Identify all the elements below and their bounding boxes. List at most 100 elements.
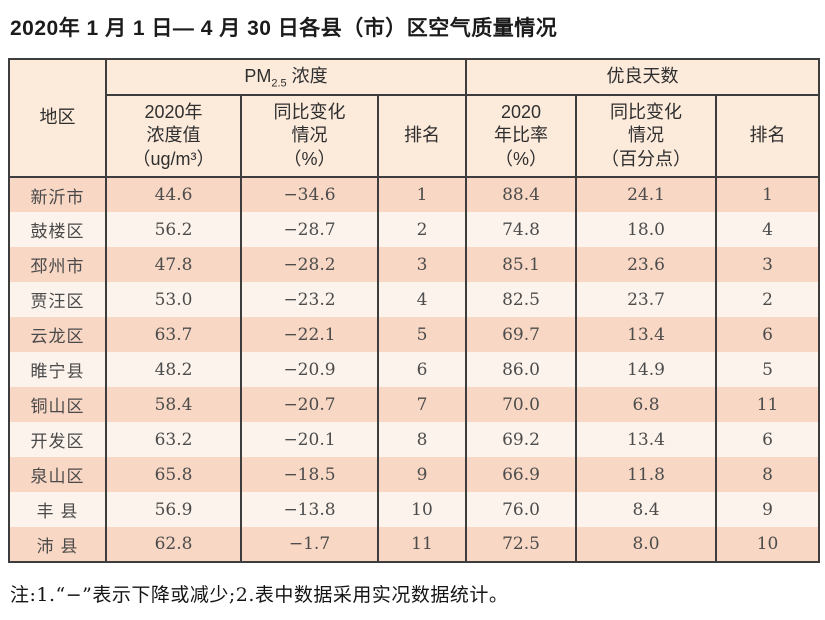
table-header: 地区 PM2.5 浓度 优良天数 2020年 浓度值 （ug/m³） 同比变化 … xyxy=(8,58,821,178)
good-rank-cell: 9 xyxy=(714,492,821,527)
column-header-good-change: 同比变化 情况 （百分点） xyxy=(575,94,717,178)
pm-rank-cell: 4 xyxy=(377,282,467,317)
column-header-good-rank: 排名 xyxy=(714,94,821,178)
good-rate-cell: 66.9 xyxy=(465,457,577,492)
header-group-row: 地区 PM2.5 浓度 优良天数 xyxy=(8,58,821,178)
good-rank-cell: 11 xyxy=(714,387,821,422)
good-rate-cell: 74.8 xyxy=(465,212,577,247)
pm25-subscript: 2.5 xyxy=(271,77,287,90)
pm25-label-suffix: 浓度 xyxy=(286,66,328,87)
region-cell: 鼓楼区 xyxy=(8,212,107,247)
page: 2020年 1 月 1 日— 4 月 30 日各县（市）区空气质量情况 地区 P… xyxy=(8,17,821,606)
good-change-cell: 13.4 xyxy=(575,422,717,457)
good-change-cell: 13.4 xyxy=(575,317,717,352)
region-cell: 沛 县 xyxy=(8,527,107,562)
good-change-cell: 8.0 xyxy=(575,527,717,562)
table-row: 开发区 63.2 −20.1 8 69.2 13.4 6 xyxy=(8,422,821,457)
good-change-cell: 18.0 xyxy=(575,212,717,247)
good-change-cell: 23.6 xyxy=(575,247,717,282)
good-rank-cell: 6 xyxy=(714,317,821,352)
good-rate-cell: 69.7 xyxy=(465,317,577,352)
good-rate-cell: 88.4 xyxy=(465,177,577,212)
table-row: 邳州市 47.8 −28.2 3 85.1 23.6 3 xyxy=(8,247,821,282)
pm-value-cell: 63.7 xyxy=(105,317,242,352)
pm-rank-cell: 11 xyxy=(377,527,467,562)
footnote: 注:1.“−”表示下降或减少;2.表中数据采用实况数据统计。 xyxy=(10,584,509,606)
pm-rank-cell: 8 xyxy=(377,422,467,457)
pm-change-cell: −20.9 xyxy=(240,352,379,387)
good-change-cell: 23.7 xyxy=(575,282,717,317)
column-header-pm-value: 2020年 浓度值 （ug/m³） xyxy=(105,94,242,178)
column-group-pm25: PM2.5 浓度 xyxy=(105,58,467,96)
region-cell: 睢宁县 xyxy=(8,352,107,387)
pm-rank-cell: 10 xyxy=(377,492,467,527)
good-rank-cell: 1 xyxy=(714,177,821,212)
table-row: 睢宁县 48.2 −20.9 6 86.0 14.9 5 xyxy=(8,352,821,387)
pm-value-cell: 63.2 xyxy=(105,422,242,457)
good-rank-cell: 3 xyxy=(714,247,821,282)
pm-value-cell: 62.8 xyxy=(105,527,242,562)
pm25-label-prefix: PM xyxy=(244,66,272,87)
region-cell: 云龙区 xyxy=(8,317,107,352)
pm-rank-cell: 6 xyxy=(377,352,467,387)
good-rate-cell: 70.0 xyxy=(465,387,577,422)
good-rate-cell: 86.0 xyxy=(465,352,577,387)
pm-change-cell: −20.7 xyxy=(240,387,379,422)
good-rate-cell: 69.2 xyxy=(465,422,577,457)
pm-value-cell: 44.6 xyxy=(105,177,242,212)
pm-rank-cell: 9 xyxy=(377,457,467,492)
good-rate-cell: 82.5 xyxy=(465,282,577,317)
column-group-good-days: 优良天数 xyxy=(464,58,821,96)
region-cell: 贾汪区 xyxy=(8,282,107,317)
good-rank-cell: 2 xyxy=(714,282,821,317)
pm-value-cell: 56.2 xyxy=(105,212,242,247)
good-change-cell: 8.4 xyxy=(575,492,717,527)
header-sub-row: 2020年 浓度值 （ug/m³） 同比变化 情况 （%） 排名 2020 年比… xyxy=(9,94,821,178)
region-cell: 新沂市 xyxy=(8,177,107,212)
good-change-cell: 14.9 xyxy=(575,352,717,387)
pm-value-cell: 56.9 xyxy=(105,492,242,527)
good-rate-cell: 72.5 xyxy=(465,527,577,562)
pm-rank-cell: 5 xyxy=(377,317,467,352)
good-rank-cell: 6 xyxy=(714,422,821,457)
air-quality-table: 地区 PM2.5 浓度 优良天数 2020年 浓度值 （ug/m³） 同比变化 … xyxy=(8,58,821,563)
pm-rank-cell: 2 xyxy=(377,212,467,247)
pm-change-cell: −34.6 xyxy=(240,177,379,212)
good-rank-cell: 4 xyxy=(714,212,821,247)
page-title: 2020年 1 月 1 日— 4 月 30 日各县（市）区空气质量情况 xyxy=(10,17,558,40)
good-rank-cell: 5 xyxy=(714,352,821,387)
table-body: 新沂市 44.6 −34.6 1 88.4 24.1 1 鼓楼区 56.2 −28.7 2 74.8 1… xyxy=(8,177,821,562)
table-row: 铜山区 58.4 −20.7 7 70.0 6.8 11 xyxy=(8,387,821,422)
pm-change-cell: −13.8 xyxy=(240,492,379,527)
good-change-cell: 6.8 xyxy=(575,387,717,422)
region-cell: 铜山区 xyxy=(8,387,107,422)
good-change-cell: 11.8 xyxy=(575,457,717,492)
region-cell: 开发区 xyxy=(8,422,107,457)
column-header-pm-change: 同比变化 情况 （%） xyxy=(240,94,379,178)
region-cell: 泉山区 xyxy=(8,457,107,492)
pm-value-cell: 58.4 xyxy=(105,387,242,422)
table-row: 泉山区 65.8 −18.5 9 66.9 11.8 8 xyxy=(8,457,821,492)
region-cell: 邳州市 xyxy=(8,247,107,282)
table-row: 丰 县 56.9 −13.8 10 76.0 8.4 9 xyxy=(8,492,821,527)
column-header-good-rate: 2020 年比率 （%） xyxy=(465,94,577,178)
pm-change-cell: −23.2 xyxy=(240,282,379,317)
good-rank-cell: 8 xyxy=(714,457,821,492)
pm-change-cell: −20.1 xyxy=(240,422,379,457)
table-row: 云龙区 63.7 −22.1 5 69.7 13.4 6 xyxy=(8,317,821,352)
pm-rank-cell: 3 xyxy=(377,247,467,282)
region-cell: 丰 县 xyxy=(8,492,107,527)
pm-rank-cell: 1 xyxy=(377,177,467,212)
pm-value-cell: 65.8 xyxy=(105,457,242,492)
table-row: 贾汪区 53.0 −23.2 4 82.5 23.7 2 xyxy=(8,282,821,317)
table-row: 沛 县 62.8 −1.7 11 72.5 8.0 10 xyxy=(8,527,821,562)
good-rate-cell: 85.1 xyxy=(465,247,577,282)
table-row: 新沂市 44.6 −34.6 1 88.4 24.1 1 xyxy=(8,177,821,212)
pm-change-cell: −28.2 xyxy=(240,247,379,282)
good-change-cell: 24.1 xyxy=(575,177,717,212)
table-row: 鼓楼区 56.2 −28.7 2 74.8 18.0 4 xyxy=(8,212,821,247)
column-header-pm-rank: 排名 xyxy=(377,94,467,178)
pm-rank-cell: 7 xyxy=(377,387,467,422)
pm-value-cell: 53.0 xyxy=(105,282,242,317)
good-rate-cell: 76.0 xyxy=(465,492,577,527)
